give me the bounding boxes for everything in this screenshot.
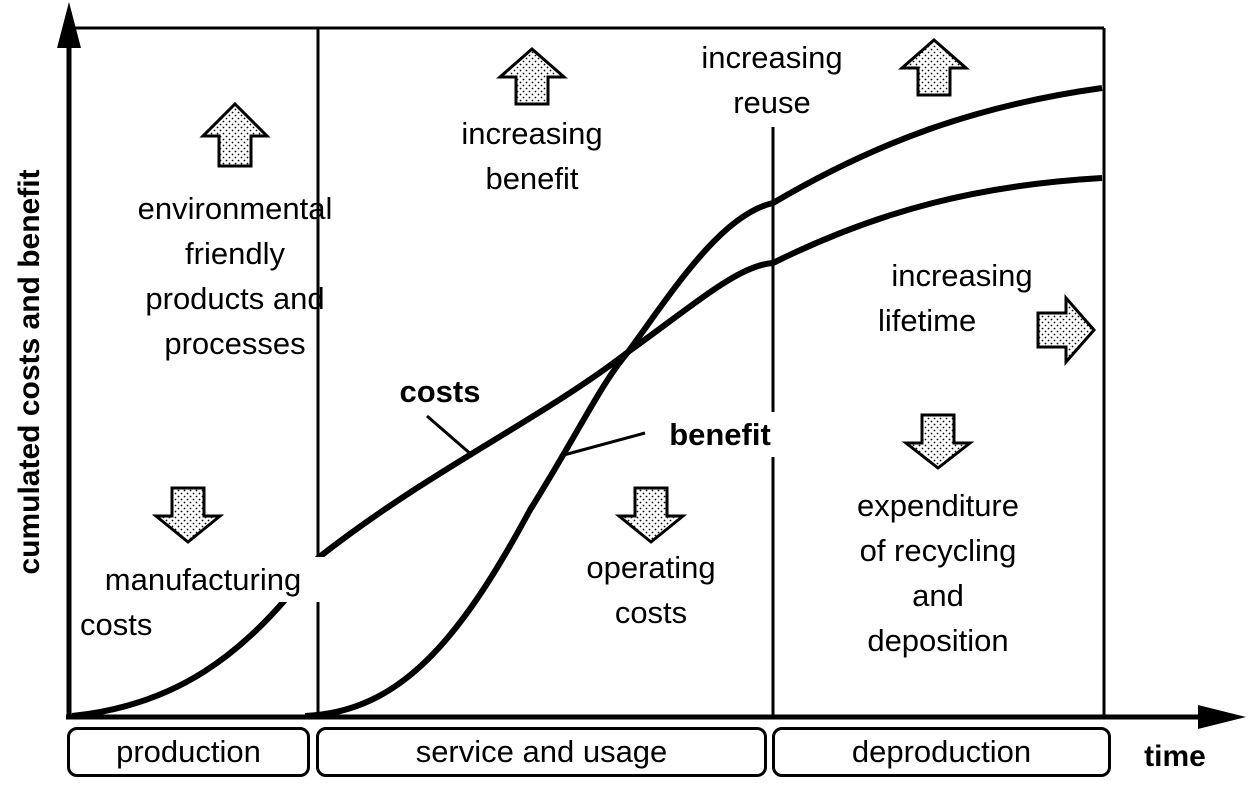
annotation-line: processes [164,326,306,361]
annotation-line: increasing [891,258,1033,293]
benefit-label: benefit [650,412,790,457]
annotation-line: increasing [461,116,603,151]
costs-curve [71,175,1103,719]
annotation-line: products and [145,281,325,316]
annotation-line: manufacturing [78,557,328,602]
arrow-up-icon [898,38,970,97]
arrow-down-icon [614,486,688,544]
y-axis-label: cumulated costs and benefit [13,169,46,575]
y-axis-arrowhead [57,2,81,48]
annotation-line: of recycling [859,533,1017,568]
annotation-line: friendly [185,236,285,271]
arrow-right-icon [1036,294,1096,366]
phase-deproduction: deproduction [772,727,1111,777]
costs-leader-line [426,414,474,458]
annotation-line: lifetime [878,303,977,338]
annotation-line: benefit [485,161,579,196]
annotation-line: environmental [137,191,333,226]
benefit-leader-line [559,431,646,458]
phase-production: production [67,727,310,777]
annotation-line: increasing [701,40,843,75]
arrow-up-icon [496,47,568,106]
annotation-line: operating [586,550,716,585]
phase-service-and-usage: service and usage [316,727,767,777]
annotation-line: expenditure [856,488,1019,523]
arrow-down-icon [901,413,975,470]
annotation-line: costs [614,595,688,630]
annotation-line: costs [80,607,153,642]
costs-label: costs [399,374,481,409]
annotation-line: deposition [867,623,1009,658]
arrow-down-icon [151,486,225,544]
arrow-up-icon [199,101,271,168]
x-axis-arrowhead [1198,705,1246,729]
x-axis-label: time [1144,740,1206,773]
annotation-line: and [912,578,964,613]
annotation-line: reuse [733,85,811,120]
benefit-curve [304,85,1103,719]
